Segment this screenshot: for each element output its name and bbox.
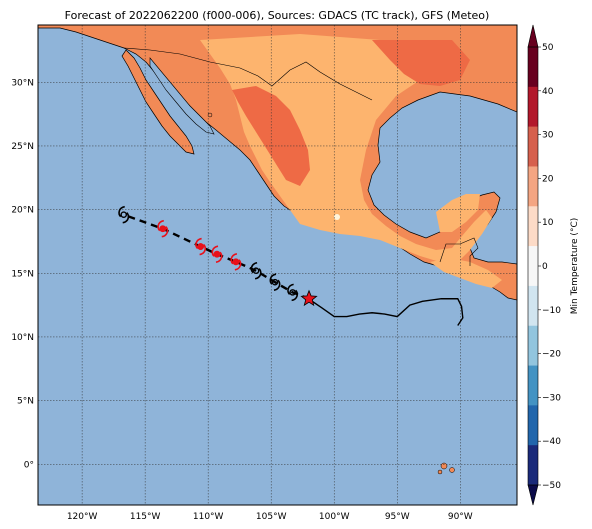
colorbar-tick-label: −10 — [542, 306, 561, 316]
cyclone-symbol-icon — [118, 205, 130, 224]
gridlines — [38, 25, 517, 505]
map-frame — [37, 24, 518, 506]
cyclone-symbol-icon — [195, 237, 207, 256]
lat-tick-label: 0° — [24, 460, 34, 470]
lon-tick-label: 105°W — [256, 512, 287, 522]
islands-galapagos-c — [437, 469, 443, 475]
border-us-mexico — [123, 47, 373, 101]
lat-tick-label: 25°N — [11, 142, 34, 152]
lat-tick-label: 30°N — [11, 78, 34, 88]
colorbar-segment — [528, 445, 538, 486]
colorbar-tick-label: 50 — [542, 43, 554, 53]
past-track-line — [309, 298, 464, 326]
colorbar-segment — [528, 166, 538, 207]
colorbar-segment — [528, 246, 538, 287]
islands-galapagos-a — [440, 462, 448, 470]
colorbar-extend-min — [527, 484, 539, 506]
colorbar-segment — [528, 86, 538, 127]
colorbar-tick-label: 30 — [542, 131, 554, 141]
colorbar-tick-label: −20 — [542, 350, 561, 360]
lat-tick-label: 5°N — [17, 397, 34, 407]
land-band-20-30 — [200, 34, 492, 262]
colorbar-tick-label: −40 — [542, 437, 561, 447]
islands-galapagos-b — [449, 467, 455, 473]
cyclone-symbol-icon — [250, 261, 262, 280]
lon-tick-label: 110°W — [193, 512, 224, 522]
land-band-warm-coast — [372, 40, 470, 86]
colorbar-segment — [528, 365, 538, 406]
gulf-of-california — [149, 57, 215, 135]
lon-tick-label: 120°W — [67, 512, 98, 522]
colorbar-segment — [528, 206, 538, 247]
lon-tick-label: 90°W — [448, 512, 473, 522]
cyclone-symbol-icon — [157, 219, 169, 238]
colorbar-segment — [528, 405, 538, 446]
storm-track — [118, 205, 464, 326]
land-band-yucatan-cool — [436, 194, 480, 232]
colorbar-segment — [528, 325, 538, 366]
lon-tick-label: 100°W — [319, 512, 350, 522]
colorbar-segment — [528, 47, 538, 88]
cyclone-symbol-icon — [211, 245, 223, 263]
islands-revillagigedo — [207, 112, 213, 118]
cyclone-symbol-icon — [287, 283, 299, 302]
current-position-star-icon — [300, 289, 318, 307]
axis-ticks: 120°W 115°W 110°W 105°W 100°W 95°W 90°W 30°N 25°… — [11, 78, 472, 522]
lat-tick-label: 15°N — [11, 269, 34, 279]
land-patch-cool — [334, 214, 340, 220]
border-guatemala — [439, 237, 479, 266]
land-band-guatemala-cool — [430, 258, 502, 288]
forecast-track-line — [123, 213, 310, 300]
colorbar-tick-label: −30 — [542, 393, 561, 403]
colorbar-tick-label: 20 — [542, 174, 554, 184]
colorbar-segment — [528, 126, 538, 167]
figure-title: Forecast of 2022062200 (f000-006), Sourc… — [65, 9, 490, 22]
colorbar-tick-label: 0 — [542, 262, 548, 272]
lat-tick-label: 20°N — [11, 206, 34, 216]
colorbar-extend-max — [527, 24, 539, 48]
cyclone-symbol-icon — [230, 253, 242, 271]
lon-tick-label: 115°W — [130, 512, 161, 522]
map-panel — [38, 25, 517, 505]
colorbar-label: Min Temperature (°C) — [570, 218, 580, 315]
colorbar-tick-label: 10 — [542, 218, 554, 228]
colorbar-tick-label: −50 — [542, 481, 561, 491]
lat-tick-label: 10°N — [11, 333, 34, 343]
cyclone-symbol-icon — [269, 273, 281, 291]
colorbar: 50 40 30 20 10 0 −10 −20 −30 −40 −50 — [527, 24, 561, 506]
lon-tick-label: 95°W — [385, 512, 410, 522]
land-baja-california — [121, 49, 195, 155]
colorbar-tick-label: 40 — [542, 87, 554, 97]
colorbar-segment — [528, 285, 538, 327]
